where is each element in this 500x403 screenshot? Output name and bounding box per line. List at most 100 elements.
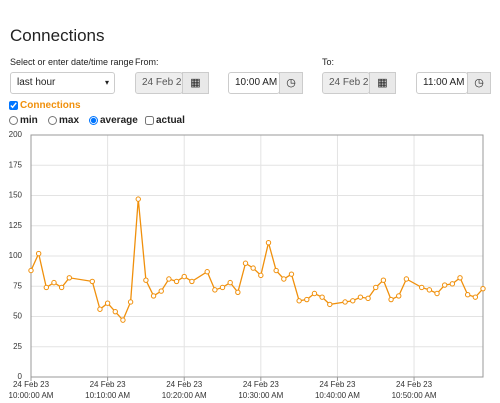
option[interactable]: actual [145, 115, 185, 126]
data-point [189, 278, 195, 285]
data-point [288, 271, 295, 277]
series-checkbox[interactable] [9, 101, 18, 110]
x-tick-label: 24 Feb 23 [243, 380, 280, 389]
y-tick-label: 175 [9, 160, 23, 169]
to-clock-button[interactable]: ◷ [467, 72, 491, 94]
data-point [480, 285, 486, 292]
data-point [58, 284, 65, 291]
series-toggle[interactable]: Connections [9, 100, 81, 111]
data-point [457, 275, 463, 281]
data-point [212, 287, 218, 293]
data-point [319, 294, 325, 300]
option-label: max [59, 115, 80, 126]
data-point [365, 295, 371, 302]
y-tick-label: 25 [13, 342, 22, 351]
data-point [281, 276, 287, 282]
data-point [441, 282, 448, 288]
x-tick-label: 24 Feb 23 [319, 380, 356, 389]
y-tick-label: 125 [9, 221, 23, 230]
x-tick-label: 10:10:00 AM [85, 391, 130, 400]
from-time[interactable]: 10:00 AM [228, 72, 280, 94]
data-point [104, 300, 111, 306]
data-point [311, 290, 318, 297]
data-point [434, 290, 440, 297]
option[interactable]: average [89, 115, 138, 126]
data-point [449, 281, 456, 287]
from-clock-button[interactable]: ◷ [279, 72, 303, 94]
option-label: actual [156, 115, 185, 126]
data-point [143, 277, 149, 283]
data-point [166, 276, 172, 282]
data-point [219, 284, 226, 291]
to-calendar-button[interactable]: ▦ [369, 72, 396, 94]
data-point [373, 284, 379, 291]
from-label: From: [135, 57, 159, 67]
data-point [403, 276, 410, 282]
data-point [150, 293, 157, 299]
data-point [158, 288, 164, 294]
data-point [304, 296, 310, 303]
range-value: last hour [17, 77, 56, 88]
y-tick-label: 0 [18, 372, 23, 381]
option[interactable]: min [9, 115, 38, 126]
y-tick-label: 150 [9, 191, 23, 200]
option[interactable]: max [48, 115, 79, 126]
chart: 0 25 50 75 100 125 150 175 200 24 Feb 23 10:00:00 … [9, 130, 486, 400]
data-point [242, 260, 249, 266]
data-point [51, 279, 57, 286]
data-point [89, 278, 95, 285]
data-point [112, 308, 118, 315]
y-tick-label: 100 [9, 251, 23, 260]
x-tick-label: 10:20:00 AM [162, 391, 207, 400]
to-date[interactable]: 24 Feb 23 [322, 72, 370, 94]
from-calendar-button[interactable]: ▦ [182, 72, 209, 94]
data-point [227, 279, 233, 286]
data-point [35, 250, 42, 257]
y-tick-label: 200 [9, 130, 23, 139]
plot-border [30, 134, 484, 378]
x-tick-label: 24 Feb 23 [166, 380, 203, 389]
data-point [250, 265, 256, 271]
y-tick-label: 75 [13, 281, 22, 290]
data-point [296, 298, 302, 304]
data-point [388, 296, 394, 303]
x-tick-label: 10:30:00 AM [238, 391, 283, 400]
range-label: Select or enter date/time range [10, 57, 134, 67]
option-label: min [20, 115, 38, 126]
data-point [464, 292, 471, 298]
data-point [127, 299, 134, 305]
x-tick-label: 10:40:00 AM [315, 391, 360, 400]
data-point [181, 273, 187, 280]
data-point [273, 267, 279, 274]
option-input[interactable] [48, 116, 57, 125]
series-label: Connections [20, 100, 81, 111]
data-point [204, 269, 210, 275]
data-point [327, 301, 333, 308]
x-tick-label: 24 Feb 23 [13, 380, 50, 389]
option-label: average [100, 115, 138, 126]
data-point [426, 287, 433, 293]
data-point [173, 278, 180, 285]
data-line [30, 199, 484, 322]
to-time[interactable]: 11:00 AM [416, 72, 468, 94]
to-label: To: [322, 57, 335, 67]
data-point [235, 289, 241, 296]
data-point [357, 294, 364, 300]
x-tick-label: 24 Feb 23 [396, 380, 433, 389]
from-date[interactable]: 24 Feb 23 [135, 72, 183, 94]
data-point [396, 293, 402, 299]
data-point [97, 306, 103, 312]
option-input[interactable] [89, 116, 98, 125]
data-point [28, 267, 34, 274]
data-point [472, 294, 479, 300]
range-select[interactable]: last hour ▾ [10, 72, 115, 94]
option-input[interactable] [9, 116, 18, 125]
option-input[interactable] [145, 116, 154, 125]
data-point [120, 317, 126, 323]
data-point [258, 272, 264, 279]
data-point [342, 299, 348, 305]
data-point [66, 275, 73, 281]
x-tick-label: 10:50:00 AM [392, 391, 437, 400]
data-point [135, 196, 141, 202]
